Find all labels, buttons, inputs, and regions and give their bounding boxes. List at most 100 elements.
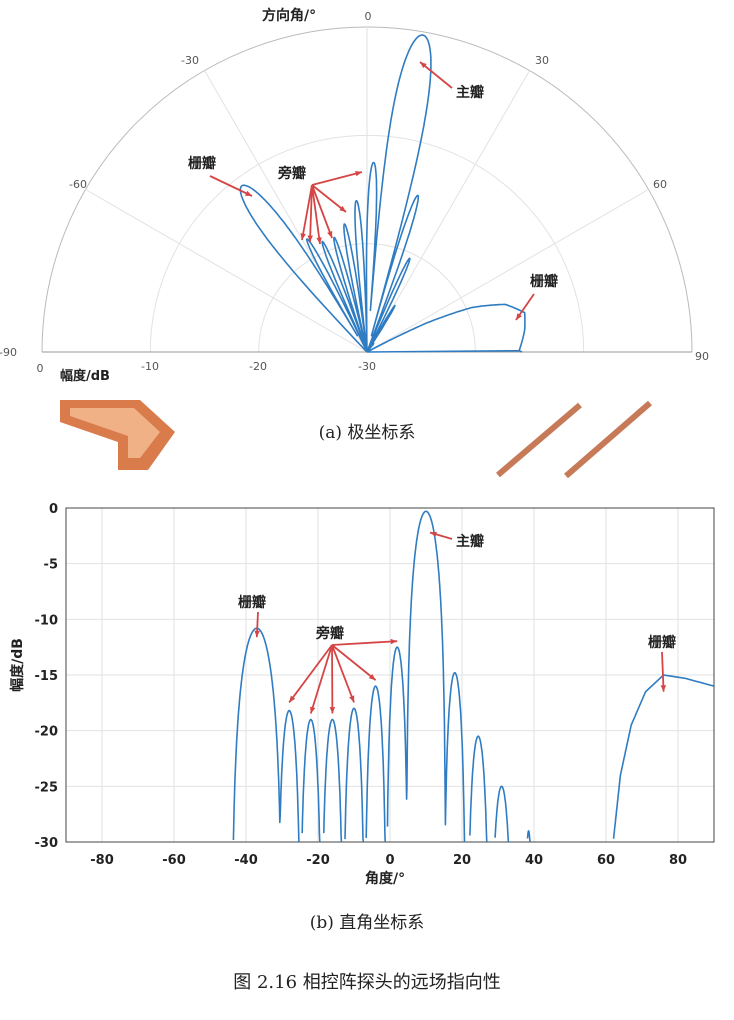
cartesian-pattern-segment: [323, 718, 343, 843]
cartesian-y-tick-label: -30: [35, 836, 59, 851]
cartesian-side-lobe-arrow: [331, 644, 355, 703]
cartesian-ticks: -80 -60 -40 -20 0 20 40 60 80 0 -5 -10 -15 -20 -25 -30: [35, 502, 688, 868]
cartesian-y-axis-label: 幅度/dB: [9, 638, 26, 692]
cartesian-x-tick-label: 0: [385, 853, 394, 868]
polar-angle-tick-label: 90: [695, 350, 709, 363]
cartesian-x-tick-label: 20: [453, 853, 471, 868]
polar-side-lobe-arrow-head: [355, 170, 362, 177]
cartesian-y-tick-label: -15: [35, 669, 59, 684]
polar-main-lobe-arrow: [419, 61, 453, 89]
polar-grid-spoke: [85, 189, 368, 353]
cartesian-pattern-segment: [612, 674, 715, 839]
cartesian-x-tick-label: 80: [669, 853, 687, 868]
cartesian-main-lobe-label: 主瓣: [456, 533, 484, 550]
polar-tail-drop: [518, 349, 523, 353]
polar-radius-tick-label: -30: [358, 360, 376, 373]
cartesian-side-lobe-arrow: [331, 644, 377, 681]
polar-pattern-curve: [239, 34, 526, 353]
polar-radius-tick-label: -10: [141, 360, 159, 373]
polar-grid-spoke: [366, 70, 530, 353]
polar-side-lobe-arrow: [301, 184, 313, 241]
cartesian-grid: [65, 507, 715, 843]
cartesian-x-tick-label: -40: [234, 853, 258, 868]
polar-radius-axis-label: 幅度/dB: [60, 368, 110, 384]
cartesian-side-lobe-arrow-head: [289, 695, 296, 703]
polar-grating-lobe-right-arrow-head: [516, 313, 522, 320]
subcaption-a: (a) 极坐标系: [318, 423, 416, 443]
polar-angle-tick-label: -30: [181, 54, 199, 67]
polar-side-lobe-arrow: [311, 171, 363, 186]
cartesian-side-lobe-arrow: [309, 644, 333, 714]
polar-main-lobe-arrow-head: [420, 62, 427, 69]
cartesian-pattern-segment: [344, 707, 365, 843]
polar-angle-tick-label: -60: [69, 178, 87, 191]
polar-angle-tick-label: 60: [653, 178, 667, 191]
cartesian-side-lobe-arrow-head: [390, 638, 398, 645]
cartesian-pattern-segment: [469, 735, 488, 843]
cartesian-grating-lobe-left-label: 栅瓣: [238, 594, 266, 611]
cartesian-pattern-segment: [301, 718, 321, 843]
cartesian-grating-lobe-right-arrow-head: [660, 685, 667, 692]
cartesian-side-lobe-arrow: [331, 640, 398, 646]
polar-labels: 方向角/° 幅度/dB -90 -60 -30 0 30 60 90 0 -10 -20 -30: [0, 7, 709, 384]
cartesian-x-tick-label: 60: [597, 853, 615, 868]
polar-side-lobe-label: 旁瓣: [277, 165, 306, 182]
cartesian-pattern-segment: [232, 627, 300, 843]
cartesian-y-tick-label: -10: [35, 613, 59, 628]
polar-grating-lobe-right-label: 栅瓣: [530, 273, 558, 290]
cartesian-x-tick-label: -60: [162, 853, 186, 868]
polar-radius-tick-label: 0: [37, 362, 44, 375]
polar-angle-tick-label: 0: [365, 10, 372, 23]
cartesian-y-tick-label: -20: [35, 725, 59, 740]
cartesian-main-lobe-arrow-head: [430, 531, 437, 537]
pipe-decoration-right: [496, 400, 652, 479]
cartesian-side-lobe-label: 旁瓣: [315, 625, 344, 642]
polar-grating-lobe-left-label: 栅瓣: [188, 155, 216, 172]
cartesian-side-lobe-arrow-head: [368, 673, 376, 681]
polar-side-lobe-arrow: [311, 184, 321, 245]
polar-radius-tick-label: -20: [249, 360, 267, 373]
cartesian-y-tick-label: 0: [49, 502, 58, 517]
cartesian-side-lobe-arrow: [288, 644, 333, 703]
polar-side-lobe-arrow: [309, 184, 313, 243]
polar-grid-spoke: [366, 189, 649, 353]
polar-side-lobe-arrow-head: [300, 233, 306, 240]
polar-curves: [239, 34, 526, 353]
cartesian-y-tick-label: -5: [44, 558, 58, 573]
cartesian-pattern-segment: [365, 685, 387, 843]
cartesian-plot-frame: [65, 507, 715, 843]
polar-side-lobe-arrow-head: [307, 235, 313, 242]
cartesian-curves: [232, 510, 715, 843]
polar-side-lobe-arrow-head: [316, 237, 322, 244]
cartesian-y-tick-label: -25: [35, 780, 59, 795]
subcaption-b: (b) 直角坐标系: [309, 913, 425, 933]
cartesian-grating-lobe-left-arrow-head: [254, 630, 260, 638]
cartesian-side-lobe-arrow-head: [329, 707, 336, 714]
cartesian-x-axis-label: 角度/°: [365, 870, 405, 887]
polar-grating-lobe-left-arrow-head: [245, 190, 252, 196]
polar-main-lobe-label: 主瓣: [456, 84, 484, 101]
polar-side-lobe-arrow: [311, 184, 347, 213]
pipe-decoration-left: [60, 400, 175, 470]
cartesian-grating-lobe-right-label: 栅瓣: [648, 634, 676, 651]
polar-side-lobe-arrow-head: [339, 205, 346, 212]
cartesian-side-lobe-arrow-head: [349, 695, 355, 703]
polar-side-lobe-arrow-head: [327, 231, 333, 238]
cartesian-pattern-segment: [386, 510, 466, 843]
cartesian-pattern-segment: [494, 785, 510, 843]
cartesian-x-tick-label: -20: [306, 853, 330, 868]
polar-angle-tick-label: 30: [535, 54, 549, 67]
cartesian-side-lobe-arrow-head: [310, 706, 316, 714]
cartesian-x-tick-label: 40: [525, 853, 543, 868]
cartesian-grating-lobe-right-arrow: [661, 651, 665, 692]
cartesian-x-tick-label: -80: [90, 853, 114, 868]
polar-angle-tick-label: -90: [0, 346, 17, 359]
cartesian-pattern-segment: [526, 830, 531, 843]
polar-grating-lobe-left-arrow: [209, 175, 253, 197]
